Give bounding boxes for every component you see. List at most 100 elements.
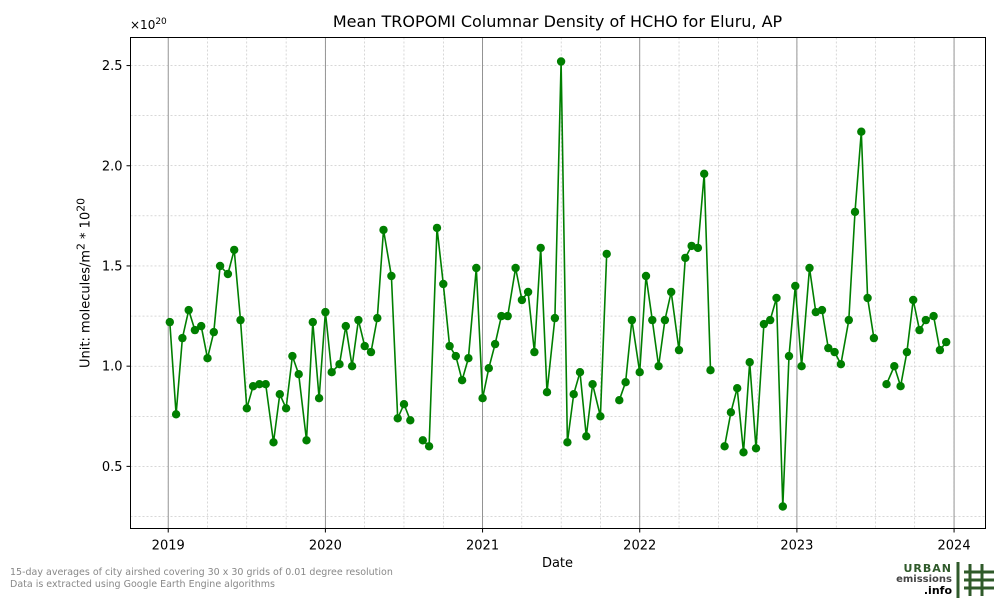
data-point xyxy=(399,400,409,409)
data-point xyxy=(542,388,552,397)
data-point xyxy=(915,325,924,335)
data-point xyxy=(791,281,800,291)
data-point xyxy=(857,127,866,136)
data-point xyxy=(387,271,396,281)
data-point xyxy=(314,394,324,403)
data-point xyxy=(418,436,427,445)
data-point xyxy=(457,376,467,385)
data-point xyxy=(921,315,930,325)
data-point xyxy=(517,295,527,305)
data-point xyxy=(660,315,670,325)
data-point xyxy=(784,351,794,361)
data-point xyxy=(902,347,912,357)
y-tick-label: 2.0 xyxy=(102,159,123,174)
data-point xyxy=(929,311,938,321)
data-point xyxy=(308,317,317,327)
data-point xyxy=(203,354,212,363)
x-tick-label: 2024 xyxy=(938,539,971,554)
x-tick-label: 2022 xyxy=(623,539,656,554)
data-point xyxy=(281,404,291,413)
data-point xyxy=(942,337,951,347)
footnote: 15-day averages of city airshed covering… xyxy=(10,567,393,591)
data-point xyxy=(209,327,218,337)
data-point xyxy=(596,412,605,421)
data-point xyxy=(354,315,363,325)
data-point xyxy=(439,279,448,289)
data-point xyxy=(379,225,388,235)
data-point xyxy=(373,313,382,323)
logo-word: URBAN xyxy=(903,562,952,575)
data-point xyxy=(288,351,297,361)
data-point xyxy=(451,351,460,361)
hash-grid-icon xyxy=(956,562,994,598)
x-tick-label: 2019 xyxy=(152,539,185,554)
data-point xyxy=(582,432,591,441)
footnote-line: 15-day averages of city airshed covering… xyxy=(10,567,393,578)
urban-emissions-logo: URBAN emissions .info xyxy=(896,560,998,600)
data-point xyxy=(745,358,754,367)
data-point xyxy=(294,370,303,379)
data-point xyxy=(766,315,775,325)
data-point xyxy=(706,366,715,375)
grid xyxy=(130,37,986,529)
data-point xyxy=(635,368,644,377)
data-point xyxy=(503,311,512,321)
data-point xyxy=(230,245,239,255)
x-tick-label: 2020 xyxy=(309,539,342,554)
data-point xyxy=(615,396,624,405)
data-point xyxy=(366,347,376,357)
y-tick-label: 2.5 xyxy=(102,59,123,74)
series-hcho xyxy=(165,57,951,511)
series-line xyxy=(723,131,875,507)
data-point xyxy=(511,263,520,273)
data-point xyxy=(255,380,264,389)
data-point xyxy=(197,321,206,331)
data-point xyxy=(556,57,566,66)
data-point xyxy=(165,317,174,327)
data-point xyxy=(772,293,781,303)
data-point xyxy=(223,269,233,279)
data-point xyxy=(627,315,637,325)
data-point xyxy=(733,384,742,393)
data-point xyxy=(588,380,597,389)
series-line xyxy=(422,61,608,449)
y-scale-factor: ×1020 xyxy=(130,17,167,32)
data-point xyxy=(896,382,905,391)
data-point xyxy=(739,448,748,457)
logo-word: .info xyxy=(923,584,952,597)
data-point xyxy=(236,315,245,325)
plot-frame xyxy=(130,37,986,529)
data-point xyxy=(360,341,369,351)
chart-title: Mean TROPOMI Columnar Density of HCHO fo… xyxy=(332,12,783,31)
data-point xyxy=(844,315,853,325)
data-point xyxy=(478,394,487,403)
data-point xyxy=(751,444,761,453)
data-point xyxy=(341,321,350,331)
data-point xyxy=(805,263,814,273)
data-point xyxy=(335,360,344,369)
data-point xyxy=(275,390,284,399)
series-line xyxy=(885,299,947,387)
x-tick-label: 2023 xyxy=(780,539,813,554)
data-point xyxy=(830,347,839,357)
data-point xyxy=(863,293,872,303)
data-point xyxy=(302,436,311,445)
footnote-line: Data is extracted using Google Earth Eng… xyxy=(10,579,275,590)
data-point xyxy=(424,442,434,451)
data-point xyxy=(817,305,827,315)
data-point xyxy=(321,307,330,317)
data-point xyxy=(536,243,545,253)
data-point xyxy=(681,253,690,263)
y-tick-label: 1.0 xyxy=(102,360,123,375)
data-point xyxy=(248,382,258,391)
data-point xyxy=(445,341,454,351)
logo-word: emissions xyxy=(896,574,952,585)
data-point xyxy=(327,368,336,377)
data-point xyxy=(726,408,736,417)
series-line xyxy=(618,173,712,401)
data-point xyxy=(850,207,860,217)
y-axis: 0.5 1.0 1.5 2.0 2.5 xyxy=(102,59,131,475)
data-point xyxy=(347,362,357,371)
x-axis-label: Date xyxy=(541,556,574,571)
data-point xyxy=(641,271,651,281)
